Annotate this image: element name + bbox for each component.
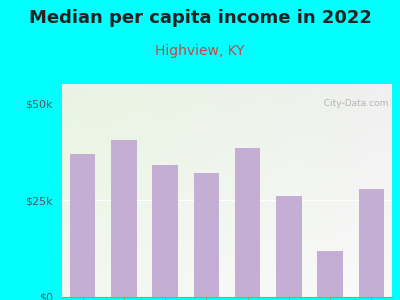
Bar <box>317 250 343 297</box>
Bar <box>235 148 260 297</box>
Bar <box>152 165 178 297</box>
Bar <box>358 189 384 297</box>
Text: Median per capita income in 2022: Median per capita income in 2022 <box>28 9 372 27</box>
Text: City-Data.com: City-Data.com <box>318 99 389 108</box>
Bar <box>111 140 137 297</box>
Bar <box>194 173 219 297</box>
Bar <box>70 154 96 297</box>
Text: Highview, KY: Highview, KY <box>155 44 245 58</box>
Bar <box>276 196 302 297</box>
